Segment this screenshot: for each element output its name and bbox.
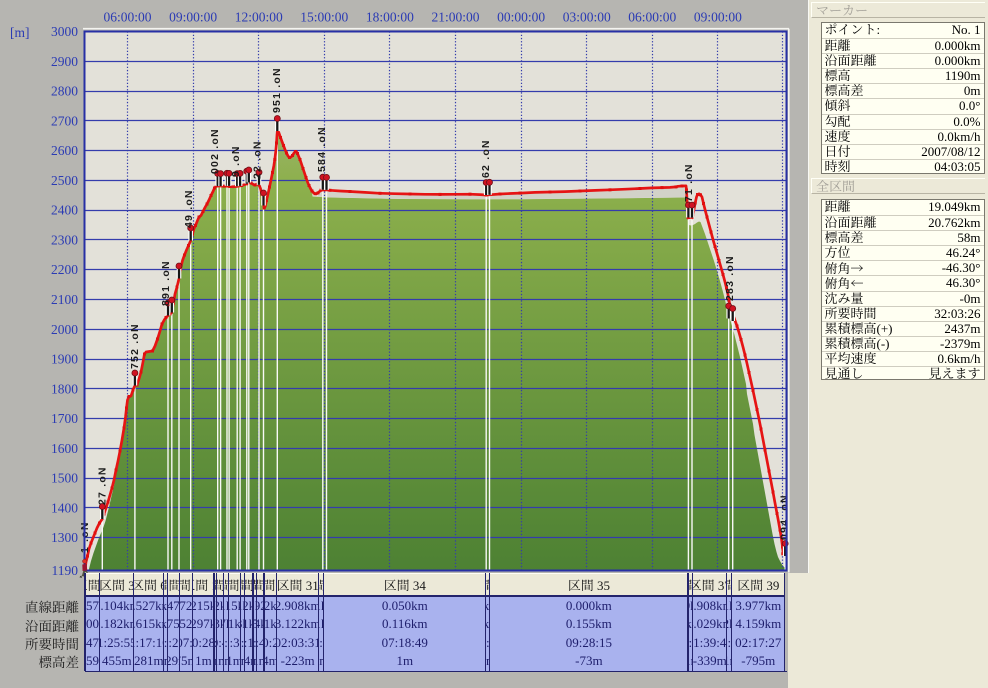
svg-text:09:00:00: 09:00:00 [169, 10, 217, 25]
svg-text:15:00:00: 15:00:00 [300, 10, 348, 25]
svg-text:71 .oN: 71 .oN [683, 163, 695, 202]
svg-text:62 .oN: 62 .oN [480, 139, 492, 178]
svg-text:06:00:00: 06:00:00 [628, 10, 676, 25]
svg-text:2700: 2700 [51, 113, 78, 128]
svg-text:9 .oN: 9 .oN [230, 145, 242, 177]
svg-text:002 .oN: 002 .oN [209, 128, 221, 174]
svg-text:2500: 2500 [51, 173, 78, 188]
svg-text:00:00:00: 00:00:00 [497, 10, 545, 25]
svg-text:1500: 1500 [51, 471, 78, 486]
svg-text:1400: 1400 [51, 501, 78, 516]
svg-text:2200: 2200 [51, 262, 78, 277]
svg-text:951 .oN: 951 .oN [271, 67, 283, 113]
svg-text:2900: 2900 [51, 54, 78, 69]
svg-text:1900: 1900 [51, 352, 78, 367]
svg-text:03:00:00: 03:00:00 [563, 10, 611, 25]
svg-text:1600: 1600 [51, 441, 78, 456]
svg-text:1700: 1700 [51, 411, 78, 426]
svg-text:2100: 2100 [51, 292, 78, 307]
svg-text:2400: 2400 [51, 203, 78, 218]
svg-text:891 .oN: 891 .oN [160, 260, 172, 306]
svg-text:06:00:00: 06:00:00 [103, 10, 151, 25]
svg-text:2300: 2300 [51, 233, 78, 248]
svg-text:27 .oN: 27 .oN [96, 466, 108, 505]
svg-text:2000: 2000 [51, 322, 78, 337]
svg-text:283 .oN: 283 .oN [724, 255, 736, 301]
svg-text:49 .oN: 49 .oN [183, 189, 195, 228]
svg-text:1800: 1800 [51, 381, 78, 396]
svg-text:09:00:00: 09:00:00 [694, 10, 742, 25]
svg-text:18:00:00: 18:00:00 [366, 10, 414, 25]
svg-text:584 .oN: 584 .oN [316, 126, 328, 172]
svg-text:1300: 1300 [51, 530, 78, 545]
svg-text:752 .oN: 752 .oN [129, 323, 141, 369]
svg-text:[m]: [m] [10, 25, 30, 40]
svg-text:094 .oN: 094 .oN [779, 494, 791, 540]
svg-text:1190: 1190 [52, 563, 79, 578]
svg-text:21:00:00: 21:00:00 [431, 10, 479, 25]
svg-text:22 .oN: 22 .oN [252, 140, 264, 179]
svg-text:3000: 3000 [51, 24, 78, 39]
svg-text:12:00:00: 12:00:00 [235, 10, 283, 25]
svg-text:2600: 2600 [51, 143, 78, 158]
svg-text:2800: 2800 [51, 84, 78, 99]
